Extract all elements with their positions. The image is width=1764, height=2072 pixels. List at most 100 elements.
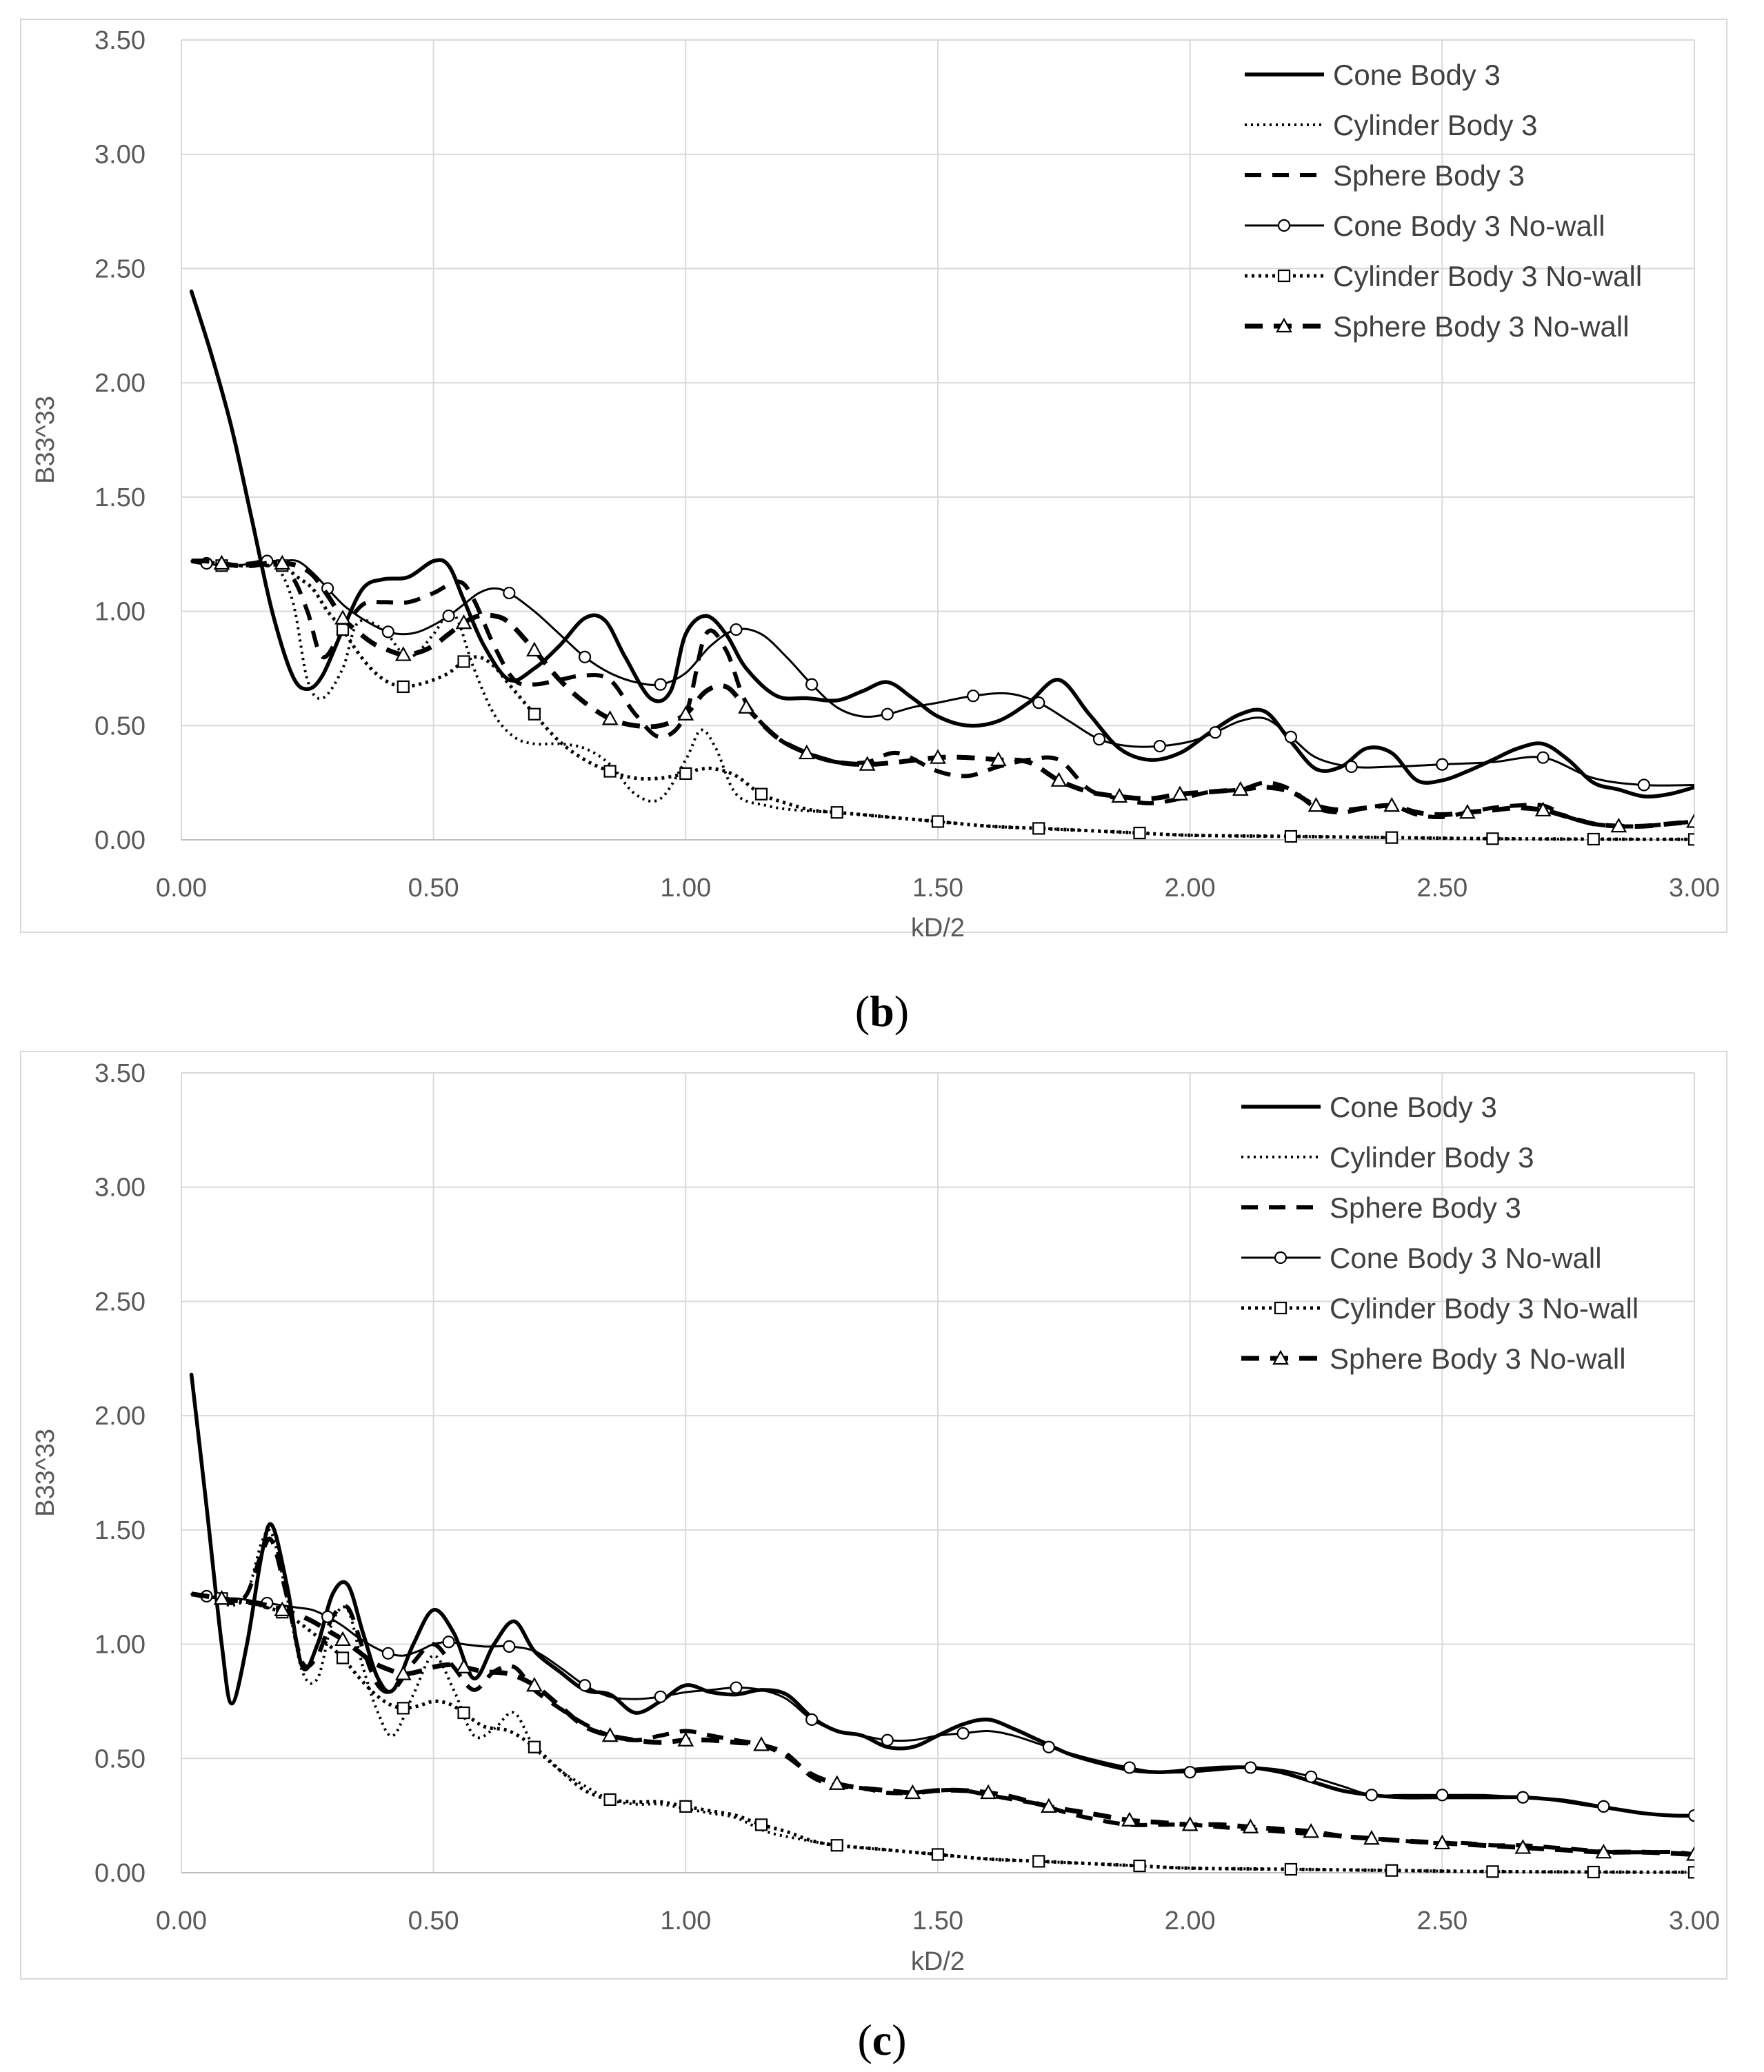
marker-s4-14 (1385, 1864, 1399, 1877)
marker-s3-4 (442, 610, 455, 623)
marker-s5-6 (601, 710, 619, 725)
marker-s5-8 (753, 1736, 770, 1751)
legend-label-2: Sphere Body 3 (1333, 159, 1525, 192)
marker-s5-21 (1686, 1846, 1694, 1861)
marker-s4-9 (830, 806, 843, 819)
marker-s3-7 (654, 678, 667, 691)
x-tick-label: 1.00 (660, 1907, 711, 1935)
y-tick-label: 0.50 (94, 1744, 146, 1773)
marker-s5-10 (859, 756, 876, 771)
marker-sleg4-0 (1277, 269, 1291, 283)
marker-s3-8 (730, 1681, 743, 1694)
marker-s4-12 (1133, 1859, 1146, 1873)
y-tick-label: 3.50 (94, 26, 146, 55)
chart-frame (20, 1051, 1727, 1980)
legend: Cone Body 3 Cylinder Body 3 Sphere Body 3 C… (1245, 59, 1642, 343)
marker-s3-14 (1183, 1766, 1196, 1779)
marker-s5-0 (213, 554, 230, 570)
marker-s3-18 (1436, 758, 1449, 771)
legend-label-2: Sphere Body 3 (1330, 1191, 1521, 1224)
x-gridlines (181, 40, 1695, 840)
marker-s5-13 (1050, 772, 1068, 787)
marker-s4-16 (1587, 1865, 1600, 1879)
marker-s3-13 (1123, 1761, 1136, 1774)
marker-s3-16 (1305, 1770, 1318, 1783)
x-tick-label: 2.50 (1416, 1907, 1467, 1935)
marker-s4-5 (528, 1740, 541, 1753)
legend-label-4: Cylinder Body 3 No-wall (1333, 260, 1642, 292)
x-tick-label: 3.00 (1669, 1907, 1720, 1935)
marker-s5-8 (738, 698, 754, 714)
legend-label-5: Sphere Body 3 No-wall (1333, 310, 1630, 343)
marker-s5-1 (274, 1601, 291, 1616)
y-gridlines (181, 39, 1694, 841)
marker-s4-7 (679, 767, 692, 780)
series-markers-3 (200, 1589, 1694, 1822)
marker-s4-17 (1687, 833, 1694, 846)
legend-label-1: Cylinder Body 3 (1333, 109, 1537, 141)
marker-s4-11 (1032, 1855, 1045, 1868)
y-tick-label: 0.00 (94, 1859, 146, 1888)
legend-label-3: Cone Body 3 No-wall (1333, 210, 1605, 242)
x-axis-label: kD/2 (911, 1947, 965, 1976)
marker-s3-12 (1042, 1740, 1055, 1753)
chart-caption: (c) (857, 2015, 906, 2064)
marker-s3-5 (503, 586, 516, 600)
marker-s4-8 (754, 1818, 768, 1831)
legend-label-3: Cone Body 3 No-wall (1330, 1242, 1602, 1274)
chart-panel-b: 0.00 0.50 1.00 1.50 2.00 2.50 3.00 0.00 0.50 1.00… (20, 19, 1727, 1036)
marker-s3-5 (503, 1640, 516, 1653)
x-tick-label: 1.50 (912, 874, 963, 903)
x-tick-label: 2.50 (1416, 874, 1467, 903)
series-group (189, 289, 1694, 846)
y-tick-label: 2.00 (94, 1402, 146, 1431)
marker-s5-5 (526, 641, 543, 657)
legend-label-5: Sphere Body 3 No-wall (1330, 1342, 1626, 1375)
y-tick-label: 3.50 (94, 1059, 146, 1088)
marker-s5-15 (1172, 785, 1188, 801)
marker-s3-10 (881, 1733, 894, 1747)
marker-s4-11 (1032, 822, 1045, 835)
marker-s5-5 (526, 1676, 543, 1692)
marker-s3-17 (1345, 760, 1358, 774)
marker-s5-20 (1595, 1843, 1612, 1859)
marker-s5-12 (1041, 1798, 1057, 1813)
marker-s5-7 (677, 1731, 694, 1747)
x-tick-label: 2.00 (1165, 874, 1216, 903)
marker-s3-7 (654, 1690, 667, 1703)
marker-sleg5-0 (1276, 317, 1292, 333)
y-tick-label: 1.00 (94, 1631, 146, 1660)
y-tick-label: 1.50 (94, 1516, 146, 1545)
marker-s3-6 (578, 1679, 592, 1692)
marker-s4-9 (830, 1839, 843, 1852)
marker-s5-4 (455, 614, 472, 630)
series-markers-3 (200, 554, 1650, 792)
marker-s4-2 (336, 1651, 350, 1664)
x-tick-label: 3.00 (1669, 874, 1720, 903)
marker-s5-16 (1232, 781, 1249, 796)
marker-s3-18 (1436, 1789, 1449, 1802)
y-tick-label: 3.00 (94, 141, 146, 170)
y-tick-label: 1.50 (94, 483, 146, 512)
series-line-1 (191, 1528, 1694, 1874)
marker-s3-9 (805, 678, 819, 691)
marker-s5-10 (904, 1784, 921, 1800)
marker-s5-17 (1363, 1830, 1380, 1845)
x-tick-label: 0.00 (156, 1907, 207, 1935)
marker-s5-9 (798, 744, 815, 760)
marker-s4-3 (397, 680, 410, 694)
chart-caption: (b) (855, 987, 909, 1036)
marker-s4-13 (1284, 1862, 1298, 1876)
chart-panel-c: 0.00 0.50 1.00 1.50 2.00 2.50 3.00 0.00 0.50 1.00… (20, 1051, 1727, 2064)
marker-s5-18 (1434, 1834, 1451, 1850)
x-axis-label: kD/2 (911, 914, 965, 943)
marker-s5-22 (1686, 813, 1694, 828)
marker-s3-3 (381, 625, 394, 638)
marker-s5-6 (601, 1727, 619, 1742)
marker-s3-8 (730, 623, 743, 636)
marker-sleg4-0 (1274, 1301, 1287, 1315)
legend-label-1: Cylinder Body 3 (1330, 1141, 1534, 1174)
marker-s3-16 (1284, 730, 1298, 743)
marker-s3-20 (1597, 1800, 1610, 1813)
